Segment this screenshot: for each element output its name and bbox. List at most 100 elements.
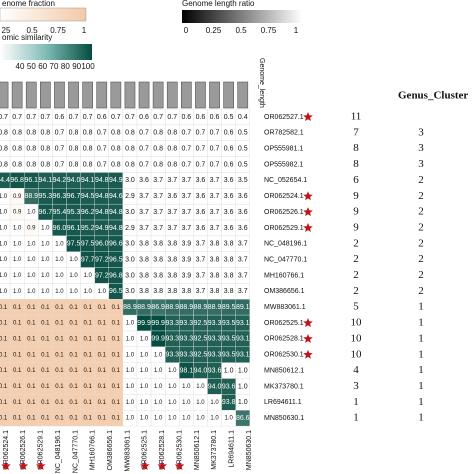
- similarities-value: 94.8: [95, 193, 109, 200]
- similarities-value: 93.5: [222, 336, 236, 343]
- star: [18, 461, 29, 470]
- genus-value: 2: [418, 253, 424, 265]
- fractions-value: 0.1: [112, 400, 121, 406]
- ratios-value: 0.8: [69, 130, 79, 137]
- fractions-value: 1.0: [27, 289, 36, 295]
- ratios-value: 0.8: [153, 161, 163, 168]
- ratios-value: 3.7: [210, 177, 220, 184]
- fractions-value: 1.0: [168, 384, 177, 390]
- ratios-value: 0.7: [0, 114, 8, 121]
- ratios-value: 3.7: [181, 177, 191, 184]
- row-label: MN850612.1: [264, 367, 304, 374]
- column-label: OR062529.1: [38, 430, 45, 470]
- fractions-value: 0.9: [13, 194, 22, 200]
- fractions-value: 1.0: [69, 289, 78, 295]
- row-count: 9: [353, 221, 359, 233]
- fractions-value: 0.1: [98, 336, 107, 342]
- ratios-value: 0.7: [153, 114, 163, 121]
- fractions-value: 0.1: [98, 305, 107, 311]
- fractions-value: 1.0: [69, 257, 78, 263]
- fractions-value: 1.0: [182, 400, 191, 406]
- ratios-value: 0.7: [55, 130, 65, 137]
- similarities-value: 93.3: [180, 336, 194, 343]
- similarities-value: 93.3: [165, 352, 179, 359]
- similarities-value: 94.0: [194, 367, 208, 374]
- similarities-value: 97.5: [67, 241, 81, 248]
- legend-tick: 0.75: [50, 26, 66, 35]
- row-count: 6: [353, 174, 359, 186]
- ratios-value: 3.7: [210, 209, 220, 216]
- column-label: LR694611.1: [228, 430, 235, 468]
- ratios-value: 0.7: [210, 146, 220, 153]
- fractions-value: 0.1: [0, 384, 8, 390]
- row-count: 1: [353, 396, 359, 408]
- length-bar: [96, 81, 108, 109]
- star: [1, 461, 11, 470]
- fractions-value: 0.1: [13, 416, 22, 422]
- similarities-value: 98.1: [180, 367, 194, 374]
- fractions-value: 0.1: [55, 321, 64, 327]
- legend-tick: 90: [72, 62, 81, 71]
- row-label: OR062529.1: [264, 225, 304, 232]
- similarities-value: 89.5: [222, 304, 236, 311]
- fractions-value: 0.1: [69, 400, 78, 406]
- ratios-value: 0.8: [125, 146, 135, 153]
- ratios-value: 0.8: [26, 130, 36, 137]
- column-label: OR062528.1: [159, 430, 166, 470]
- similarities-value: 97.2: [95, 256, 109, 263]
- fractions-value: 0.1: [83, 400, 92, 406]
- ratios-value: 0.8: [26, 161, 36, 168]
- similarities-value: 93.3: [208, 336, 222, 343]
- similarities-value: 96.8: [109, 272, 123, 279]
- fractions-value: 1.0: [196, 400, 205, 406]
- similarities-value: 86.9: [151, 304, 165, 311]
- ratios-value: 0.8: [40, 146, 50, 153]
- legend-title: enome fraction: [2, 0, 55, 8]
- fractions-value: 1.0: [154, 400, 163, 406]
- fractions-value: 0.1: [69, 321, 78, 327]
- similarities-value: 93.5: [222, 320, 236, 327]
- column-label: MN850630.1: [246, 430, 253, 470]
- fractions-value: 1.0: [140, 416, 149, 422]
- legend-tick: 0.75: [261, 26, 277, 35]
- genus-value: 1: [418, 332, 424, 344]
- ratios-value: 3.7: [238, 288, 248, 295]
- similarities-value: 93.5: [222, 352, 236, 359]
- ratios-value: 3.6: [167, 193, 177, 200]
- similarities-value: 97.2: [95, 272, 109, 279]
- fractions-value: 1.0: [0, 273, 8, 279]
- ratios-value: 3.6: [238, 225, 248, 232]
- similarities-value: 99.9: [151, 320, 165, 327]
- genus-value: 1: [418, 301, 424, 313]
- similarities-value: 88.9: [165, 304, 179, 311]
- similarities-value: 94.4: [0, 177, 10, 184]
- genus-value: 1: [418, 317, 424, 329]
- similarities-value: 92.5: [194, 352, 208, 359]
- ratios-value: 1.0: [238, 383, 248, 390]
- fractions-value: 1.0: [98, 289, 107, 295]
- fractions-value: 0.1: [27, 400, 36, 406]
- ratios-value: 3.7: [196, 256, 206, 263]
- fractions-value: 0.1: [83, 384, 92, 390]
- fractions-value: 0.1: [98, 384, 107, 390]
- ratios-value: 3.7: [181, 225, 191, 232]
- ratios-value: 3.7: [181, 193, 191, 200]
- ratios-value: 3.7: [167, 225, 177, 232]
- genus-value: 1: [418, 412, 424, 424]
- row-label: MN850630.1: [264, 415, 304, 422]
- length-bar: [237, 81, 249, 109]
- fractions-value: 0.1: [55, 368, 64, 374]
- row-count: 2: [353, 237, 359, 249]
- similarities-value: 88.9: [123, 304, 137, 311]
- fractions-value: 1.0: [140, 336, 149, 342]
- ratios-value: 0.8: [125, 161, 135, 168]
- ratios-value: 3.6: [238, 193, 248, 200]
- fractions-value: 0.1: [41, 384, 50, 390]
- star: [174, 461, 185, 470]
- similarities-value: 94.1: [81, 177, 95, 184]
- similarities-value: 94.0: [67, 177, 81, 184]
- fractions-value: 1.0: [13, 241, 22, 247]
- fractions-value: 0.1: [27, 384, 36, 390]
- similarities-value: 96.2: [81, 209, 95, 216]
- fractions-value: 0.1: [13, 305, 22, 311]
